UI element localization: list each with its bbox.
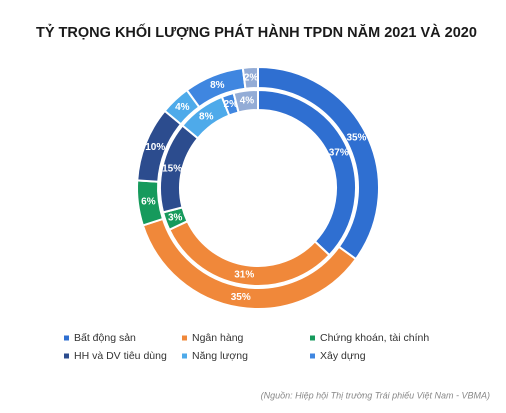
data-label: 2%	[224, 99, 239, 110]
data-label: 8%	[210, 80, 225, 91]
legend-marker	[310, 353, 315, 359]
legend-label: Xây dựng	[320, 350, 366, 362]
data-label: 35%	[346, 132, 366, 143]
data-label: 6%	[141, 196, 156, 207]
legend-marker	[64, 335, 69, 341]
legend-label: HH và DV tiêu dùng	[74, 350, 167, 362]
source-note: (Nguồn: Hiệp hội Thị trường Trái phiếu V…	[261, 390, 490, 400]
legend-label: Ngân hàng	[192, 332, 244, 344]
legend-marker	[182, 335, 187, 341]
legend-marker	[64, 353, 69, 359]
data-label: 15%	[162, 163, 182, 174]
chart-title: TỶ TRỌNG KHỐI LƯỢNG PHÁT HÀNH TPDN NĂM 2…	[36, 23, 477, 41]
donut-segment	[232, 88, 259, 114]
data-label: 8%	[199, 111, 214, 122]
data-label: 2%	[244, 72, 259, 83]
donut-segment	[241, 65, 259, 90]
legend-marker	[182, 353, 187, 359]
data-label: 4%	[175, 102, 190, 113]
legend-label: Chứng khoán, tài chính	[320, 332, 429, 344]
data-label: 3%	[168, 212, 183, 223]
data-label: 10%	[145, 142, 165, 153]
data-label: 4%	[240, 95, 255, 106]
legend-marker	[310, 335, 315, 341]
legend-label: Năng lượng	[192, 350, 248, 362]
data-label: 31%	[234, 270, 254, 281]
data-label: 35%	[231, 292, 251, 303]
legend-label: Bất động sản	[74, 332, 136, 344]
data-label: 37%	[329, 148, 349, 159]
